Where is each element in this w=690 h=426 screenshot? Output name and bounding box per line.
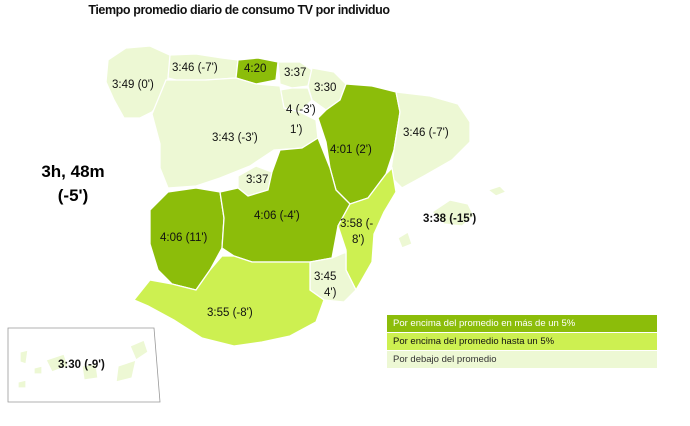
island-el-hierro: [17, 379, 27, 389]
island-tenerife: [45, 353, 69, 373]
island-la-palma: [19, 349, 29, 365]
label-madrid: 3:37: [246, 174, 268, 186]
label-cantabria: 4:20: [244, 63, 266, 75]
label-castilla-leon-continuation: 1'): [290, 124, 303, 136]
legend-item-mid: Por encima del promedio hasta un 5%: [387, 333, 657, 350]
label-murcia: 3:45: [314, 271, 336, 283]
island-mallorca: [430, 199, 475, 227]
label-valencia: 3:58 (-: [340, 218, 373, 230]
island-fuerteventura: [115, 359, 137, 383]
map-title: Tiempo promedio diario de consumo TV por…: [88, 3, 390, 17]
label-navarra: 3:30: [314, 82, 336, 94]
label-la-rioja: 4 (-3'): [286, 104, 316, 116]
label-galicia: 3:49 (0'): [112, 79, 154, 91]
national-average-change: (-5'): [57, 186, 89, 205]
legend-item-high: Por encima del promedio en más de un 5%: [387, 315, 657, 332]
label-baleares: 3:38 (-15'): [423, 213, 476, 225]
island-gran-canaria: [81, 363, 99, 381]
national-average: 3h, 48m (-5'): [18, 160, 128, 208]
label-aragon: 4:01 (2'): [330, 144, 372, 156]
label-extremadura: 4:06 (11'): [160, 232, 208, 244]
island-menorca: [486, 185, 508, 197]
region-valencia: [337, 166, 397, 292]
label-asturias: 3:46 (-7'): [172, 62, 218, 74]
island-la-gomera: [33, 365, 43, 375]
label-canarias: 3:30 (-9'): [58, 359, 105, 371]
island-lanzarote: [129, 339, 149, 361]
label-andalucia: 3:55 (-8'): [207, 307, 253, 319]
label-cataluna: 3:46 (-7'): [403, 127, 449, 139]
canarias-inset-frame: [7, 327, 161, 403]
map-legend: Por encima del promedio en más de un 5% …: [387, 315, 657, 369]
national-average-time: 3h, 48m: [41, 162, 105, 181]
region-cataluna: [389, 91, 471, 189]
label-castilla-leon: 3:43 (-3'): [212, 132, 258, 144]
region-baleares: [397, 185, 508, 249]
label-valencia-continuation: 8'): [352, 234, 365, 246]
label-pais-vasco: 3:37: [284, 67, 306, 79]
region-andalucia: [132, 255, 325, 347]
label-murcia-continuation: 4'): [324, 287, 337, 299]
region-canarias: [17, 339, 149, 389]
legend-item-low: Por debajo del promedio: [387, 351, 657, 368]
island-ibiza: [397, 231, 413, 249]
label-castilla-la-mancha: 4:06 (-4'): [254, 210, 300, 222]
region-extremadura: [149, 187, 225, 291]
